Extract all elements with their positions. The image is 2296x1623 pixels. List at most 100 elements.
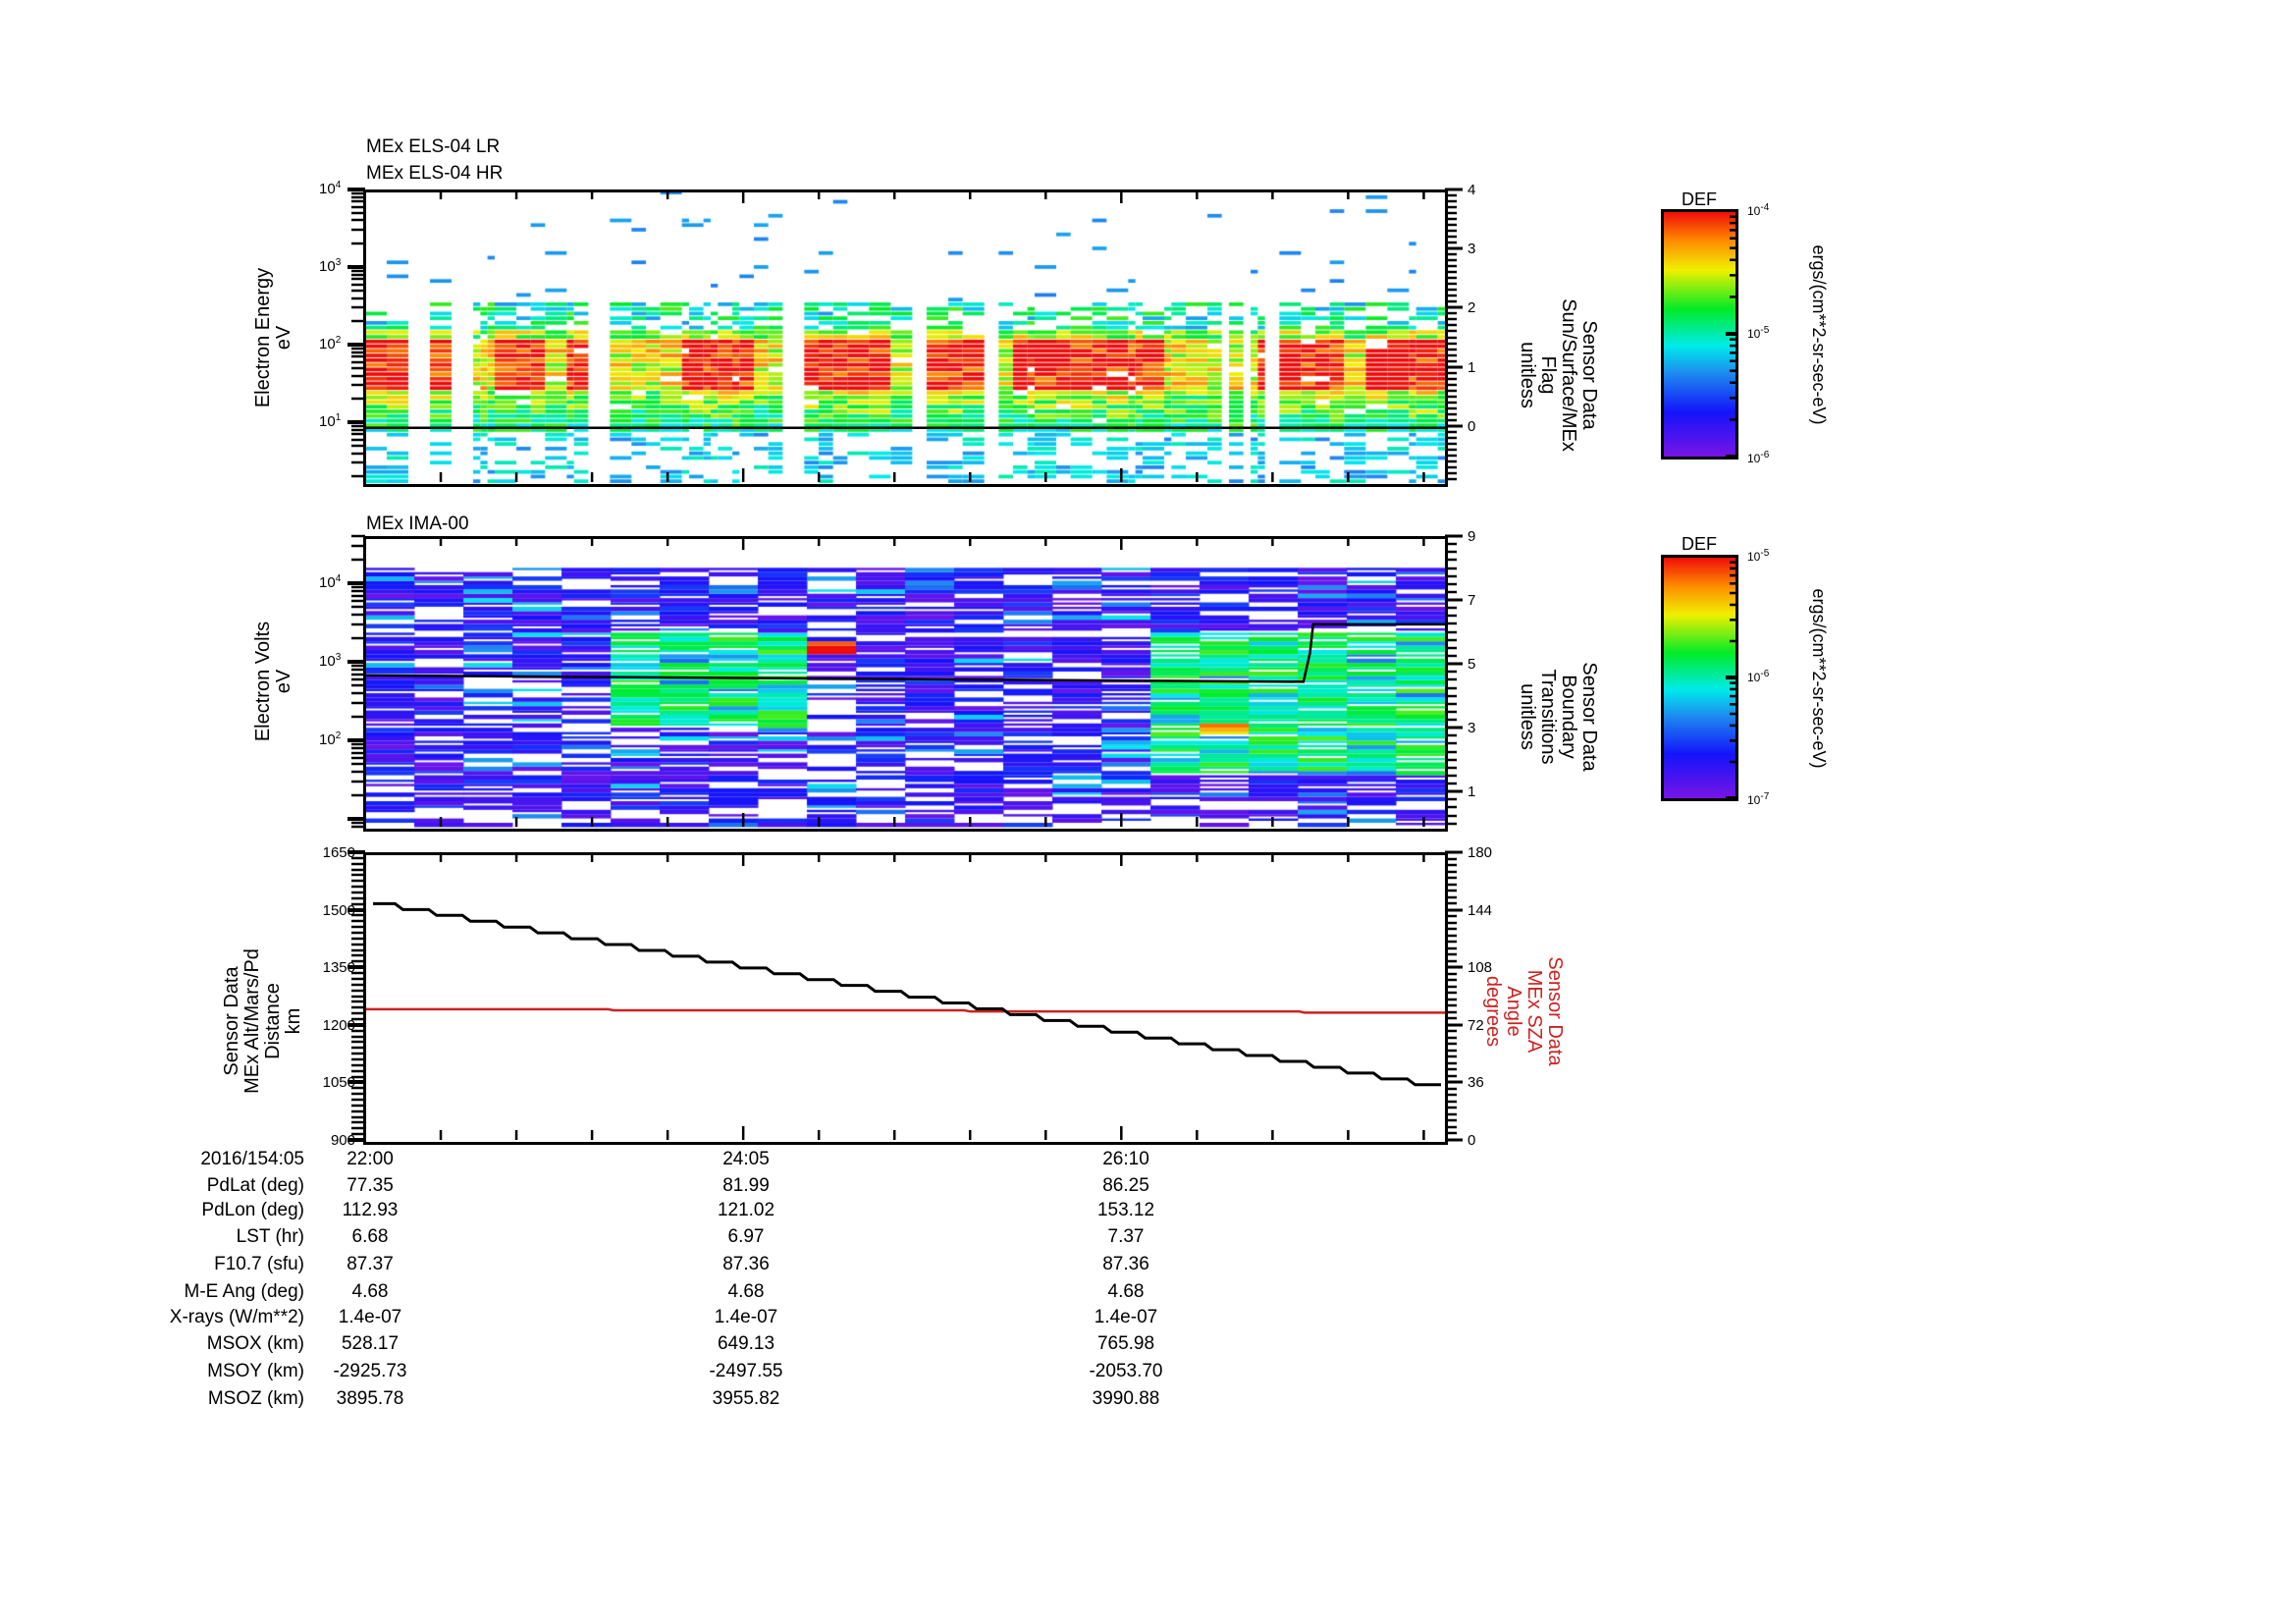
ima-right-tick-label: 3 (1468, 720, 1476, 737)
ima-colorbar-mid: 10-6 (1747, 669, 1770, 684)
ephemeris-label: PdLat (deg) (206, 1175, 304, 1196)
altitude-y-label-line2: MEx Alt/Mars/Pd (241, 948, 263, 1094)
ima-y-axis-label: Electron Volts eV (252, 564, 296, 799)
els-y-tick-label: 103 (319, 257, 342, 276)
sza-right-label-line2: MEx SZA (1523, 969, 1545, 1054)
els-right-label-line1: Sensor Data (1578, 320, 1600, 430)
els-y-label-line1: Electron Energy (252, 267, 274, 408)
els-colorbar-frame (1661, 209, 1738, 460)
ephemeris-label: M-E Ang (deg) (184, 1281, 305, 1302)
sza-right-tick-label: 108 (1468, 959, 1493, 977)
time-label-1: 24:05 (722, 1149, 770, 1169)
sza-right-tick-label: 180 (1468, 844, 1493, 861)
ephemeris-value: -2497.55 (709, 1361, 783, 1381)
ephemeris-value: 1.4e-07 (714, 1307, 778, 1327)
ima-spectrogram (365, 538, 1445, 829)
els-right-tick-label: 0 (1468, 417, 1476, 435)
els-y-tick-label: 104 (319, 180, 342, 197)
ima-y-label-line2: eV (273, 669, 294, 694)
ima-right-tick-label: 5 (1468, 656, 1476, 674)
ephemeris-value: 7.37 (1107, 1226, 1145, 1247)
els-colorbar-ticks (1726, 215, 1735, 459)
els-colorbar-title: DEF (1682, 189, 1717, 209)
ima-axis-ticks (347, 534, 1463, 829)
ephemeris-label: MSOY (km) (207, 1361, 304, 1381)
time-label-0: 22:00 (347, 1149, 394, 1169)
ephemeris-value: 4.68 (1107, 1281, 1145, 1302)
els-title-lr: MEx ELS-04 LR (366, 136, 501, 157)
sza-right-label-line1: Sensor Data (1544, 956, 1566, 1066)
ima-colorbar-ticks (1726, 561, 1735, 800)
sza-right-tick-label: 72 (1468, 1016, 1484, 1034)
altitude-y-tick-label: 1050 (322, 1074, 355, 1092)
ima-right-label-line1: Sensor Data (1578, 662, 1600, 772)
els-title-hr: MEx ELS-04 HR (366, 163, 504, 184)
altitude-y-tick-label: 1650 (322, 844, 355, 861)
ima-frame (363, 536, 1448, 832)
sza-right-axis-label: Sensor Data MEx SZA Angle degrees (1478, 893, 1566, 1129)
ima-right-axis-label: Sensor Data Boundary Transitions unitles… (1513, 599, 1600, 835)
els-y-tick-label: 101 (319, 412, 342, 431)
ima-colorbar-title: DEF (1682, 534, 1717, 554)
ephemeris-value: 86.25 (1102, 1175, 1149, 1196)
ima-colorbar-frame (1661, 555, 1738, 801)
date-label: 2016/154:05 (200, 1149, 304, 1169)
ephemeris-value: 3990.88 (1092, 1388, 1160, 1409)
ephemeris-value: 4.68 (351, 1281, 389, 1302)
ephemeris-value: 87.37 (347, 1254, 394, 1274)
ephemeris-value: 6.68 (351, 1226, 389, 1247)
sza-right-tick-label: 144 (1468, 901, 1493, 919)
els-right-label-line3: Flag (1537, 355, 1559, 395)
els-spectrogram (365, 191, 1445, 484)
ephemeris-value: 3955.82 (712, 1388, 780, 1409)
ephemeris-value: -2053.70 (1089, 1361, 1163, 1381)
ephemeris-value: 3895.78 (336, 1388, 404, 1409)
els-right-axis-label: Sensor Data Sun/Surface/MEx Flag unitles… (1513, 257, 1600, 493)
altitude-y-tick-label: 900 (330, 1132, 355, 1149)
els-y-axis-label: Electron Energy eV (252, 220, 296, 456)
ephemeris-value: -2925.73 (333, 1361, 407, 1381)
ephemeris-value: 6.97 (727, 1226, 765, 1247)
ima-right-tick-label: 1 (1468, 784, 1476, 801)
els-right-tick-label: 4 (1468, 182, 1476, 198)
els-right-tick-label: 3 (1468, 241, 1476, 258)
els-flag-line (365, 426, 1445, 430)
ephemeris-label: F10.7 (sfu) (214, 1254, 304, 1274)
altitude-y-tick-label: 1500 (322, 901, 355, 919)
altitude-y-tick-label: 1200 (322, 1016, 355, 1034)
altitude-sza-lines (365, 901, 1445, 1087)
altitude-y-label-line1: Sensor Data (221, 966, 242, 1076)
els-colorbar-unit: ergs/(cm**2-sr-sec-eV) (1809, 244, 1829, 425)
ephemeris-value: 77.35 (347, 1175, 394, 1196)
sza-right-label-line4: degrees (1482, 975, 1504, 1048)
ephemeris-value: 765.98 (1096, 1333, 1155, 1354)
ephemeris-value: 87.36 (1102, 1254, 1149, 1274)
altitude-axis-ticks (347, 850, 1463, 1142)
ima-y-label-line1: Electron Volts (252, 621, 274, 742)
ima-y-tick-label: 104 (319, 573, 342, 592)
ephemeris-value: 1.4e-07 (338, 1307, 402, 1327)
ima-colorbar-min: 10-7 (1747, 791, 1770, 807)
els-colorbar-min: 10-6 (1747, 450, 1770, 465)
els-colorbar (1663, 211, 1735, 457)
els-y-tick-label: 102 (319, 335, 342, 353)
ephemeris-value: 528.17 (341, 1333, 400, 1354)
ima-boundary-line (364, 622, 1445, 683)
ephemeris-label: MSOX (km) (206, 1333, 304, 1354)
ephemeris-value: 4.68 (727, 1281, 765, 1302)
ima-right-tick-label: 7 (1468, 592, 1476, 610)
ephemeris-label: PdLon (deg) (201, 1200, 304, 1220)
ephemeris-value: 649.13 (717, 1333, 775, 1354)
ephemeris-value: 81.99 (722, 1175, 770, 1196)
ima-colorbar (1663, 557, 1735, 798)
ima-title: MEx IMA-00 (366, 514, 469, 534)
els-right-label-line2: Sun/Surface/MEx (1558, 298, 1579, 452)
els-right-label-line4: unitless (1517, 342, 1538, 408)
ima-y-tick-label: 102 (319, 730, 342, 749)
ima-y-tick-label: 103 (319, 652, 342, 671)
sza-right-label-line3: Angle (1503, 986, 1524, 1037)
ephemeris-value: 112.93 (342, 1200, 399, 1220)
ima-colorbar-max: 10-5 (1747, 548, 1770, 564)
ephemeris-label: MSOZ (km) (207, 1388, 304, 1409)
els-right-tick-label: 2 (1468, 299, 1476, 317)
